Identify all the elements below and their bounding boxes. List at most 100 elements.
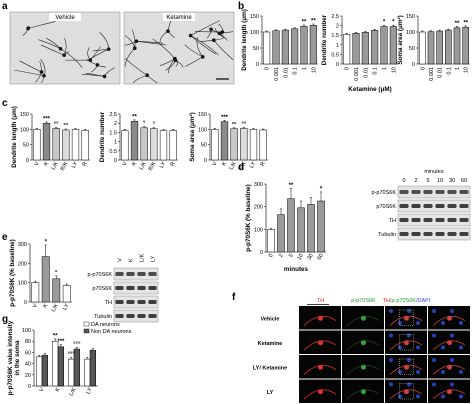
x-tick-label: L/K bbox=[51, 303, 60, 313]
x-tick-label: 0.001 bbox=[274, 67, 280, 81]
error-bar bbox=[345, 33, 348, 35]
bar bbox=[361, 32, 369, 65]
blot-row-label: p-p70S6K bbox=[372, 190, 397, 196]
blot-band bbox=[126, 300, 135, 304]
y-tick-label: 100 bbox=[406, 30, 415, 36]
nucleus bbox=[416, 370, 420, 374]
panel-label: a bbox=[2, 1, 8, 12]
nucleus bbox=[398, 370, 402, 374]
x-tick-label: 0.01 bbox=[363, 67, 369, 78]
x-tick-label: 10 bbox=[311, 67, 317, 73]
y-tick-label: 1.5 bbox=[109, 130, 117, 136]
y-tick-label: 2.5 bbox=[109, 112, 117, 118]
error-bar bbox=[55, 275, 58, 279]
header-part: /p-p70S6K bbox=[390, 298, 416, 304]
blot-band bbox=[399, 190, 409, 194]
y-tick-label: 150 bbox=[406, 14, 415, 20]
legend-swatch bbox=[83, 328, 90, 334]
x-tick-label: 1 bbox=[302, 67, 308, 70]
column-header: TH/p-p70S6K/DAPI bbox=[383, 298, 431, 304]
bar bbox=[297, 207, 305, 253]
bar bbox=[42, 122, 51, 161]
x-axis-label: minutes bbox=[284, 266, 309, 273]
bar bbox=[281, 29, 289, 65]
significance-label: ** bbox=[463, 20, 468, 26]
neurite bbox=[165, 60, 176, 71]
error-bar bbox=[265, 30, 268, 32]
blot-band bbox=[115, 314, 124, 318]
blot-band bbox=[148, 314, 157, 318]
neurite bbox=[146, 75, 158, 84]
neurite bbox=[124, 40, 137, 46]
error-bar bbox=[319, 191, 323, 201]
x-tick-label: 0 bbox=[265, 67, 271, 70]
y-tick-label: 2 bbox=[336, 24, 339, 30]
error-bar bbox=[279, 208, 283, 215]
y-tick-label: 100 bbox=[20, 127, 29, 133]
y-tick-label: 100 bbox=[250, 30, 259, 36]
error-bar bbox=[269, 227, 273, 230]
blot-row-label: p70S6K bbox=[376, 204, 396, 210]
nucleus bbox=[450, 358, 454, 362]
bar bbox=[309, 25, 317, 65]
neurite bbox=[90, 64, 98, 73]
error-bar bbox=[312, 23, 315, 26]
x-tick-label: R/K bbox=[60, 161, 70, 172]
panel-label: b bbox=[238, 1, 244, 12]
x-tick-label: V bbox=[122, 161, 129, 167]
y-axis-label: Soma area (μm²) bbox=[189, 112, 196, 161]
y-tick-label: 1 bbox=[336, 43, 339, 49]
y-tick-label: 0 bbox=[114, 158, 117, 164]
bar bbox=[371, 30, 379, 65]
x-tick-label: L/K bbox=[229, 161, 238, 171]
y-tick-label: 0 bbox=[204, 158, 207, 164]
neurite bbox=[152, 38, 176, 59]
bar bbox=[57, 346, 65, 387]
y-tick-label: 100 bbox=[22, 328, 31, 334]
blot-strip bbox=[397, 227, 471, 241]
blot-band bbox=[399, 204, 409, 208]
blot-band bbox=[459, 232, 469, 236]
nucleus bbox=[450, 382, 454, 387]
error-bar bbox=[447, 28, 450, 31]
neurite bbox=[40, 44, 65, 56]
error-bar bbox=[261, 128, 265, 130]
error-bar bbox=[299, 200, 303, 208]
x-tick-label: 5 bbox=[288, 253, 295, 259]
y-tick-label: 50 bbox=[409, 46, 415, 52]
significance-label: * bbox=[383, 20, 386, 26]
blot-band bbox=[447, 204, 457, 208]
error-bar bbox=[171, 129, 175, 131]
blot-band bbox=[411, 190, 421, 194]
nucleus bbox=[441, 394, 445, 399]
column-header: p-p70S6K bbox=[351, 298, 376, 304]
bar bbox=[33, 129, 41, 161]
x-tick-label: K bbox=[43, 161, 50, 167]
nucleus bbox=[407, 309, 411, 313]
neurite bbox=[213, 40, 234, 60]
neurite bbox=[124, 35, 136, 49]
error-bar bbox=[123, 129, 127, 131]
lane-label: K bbox=[129, 258, 135, 262]
nucleus bbox=[407, 382, 411, 387]
lane-label: LY bbox=[151, 255, 157, 262]
bar bbox=[121, 130, 129, 161]
neurite bbox=[175, 60, 178, 67]
blot-band bbox=[411, 204, 421, 208]
cell-body bbox=[318, 364, 323, 370]
y-tick-label: 80 bbox=[25, 339, 31, 345]
header-part: TH bbox=[383, 298, 390, 304]
error-bar bbox=[284, 28, 287, 31]
y-tick-label: 0 bbox=[412, 62, 415, 68]
legend-swatch bbox=[83, 321, 90, 327]
nucleus bbox=[441, 370, 445, 374]
zoom-box bbox=[399, 334, 414, 351]
blot-strip bbox=[113, 295, 159, 309]
blot-strip bbox=[397, 199, 471, 213]
x-tick-label: LY bbox=[85, 387, 94, 396]
error-bar bbox=[34, 280, 37, 283]
bar bbox=[51, 340, 59, 387]
bar bbox=[263, 31, 271, 65]
cell-body bbox=[404, 389, 409, 395]
y-tick-label: 150 bbox=[20, 112, 29, 118]
